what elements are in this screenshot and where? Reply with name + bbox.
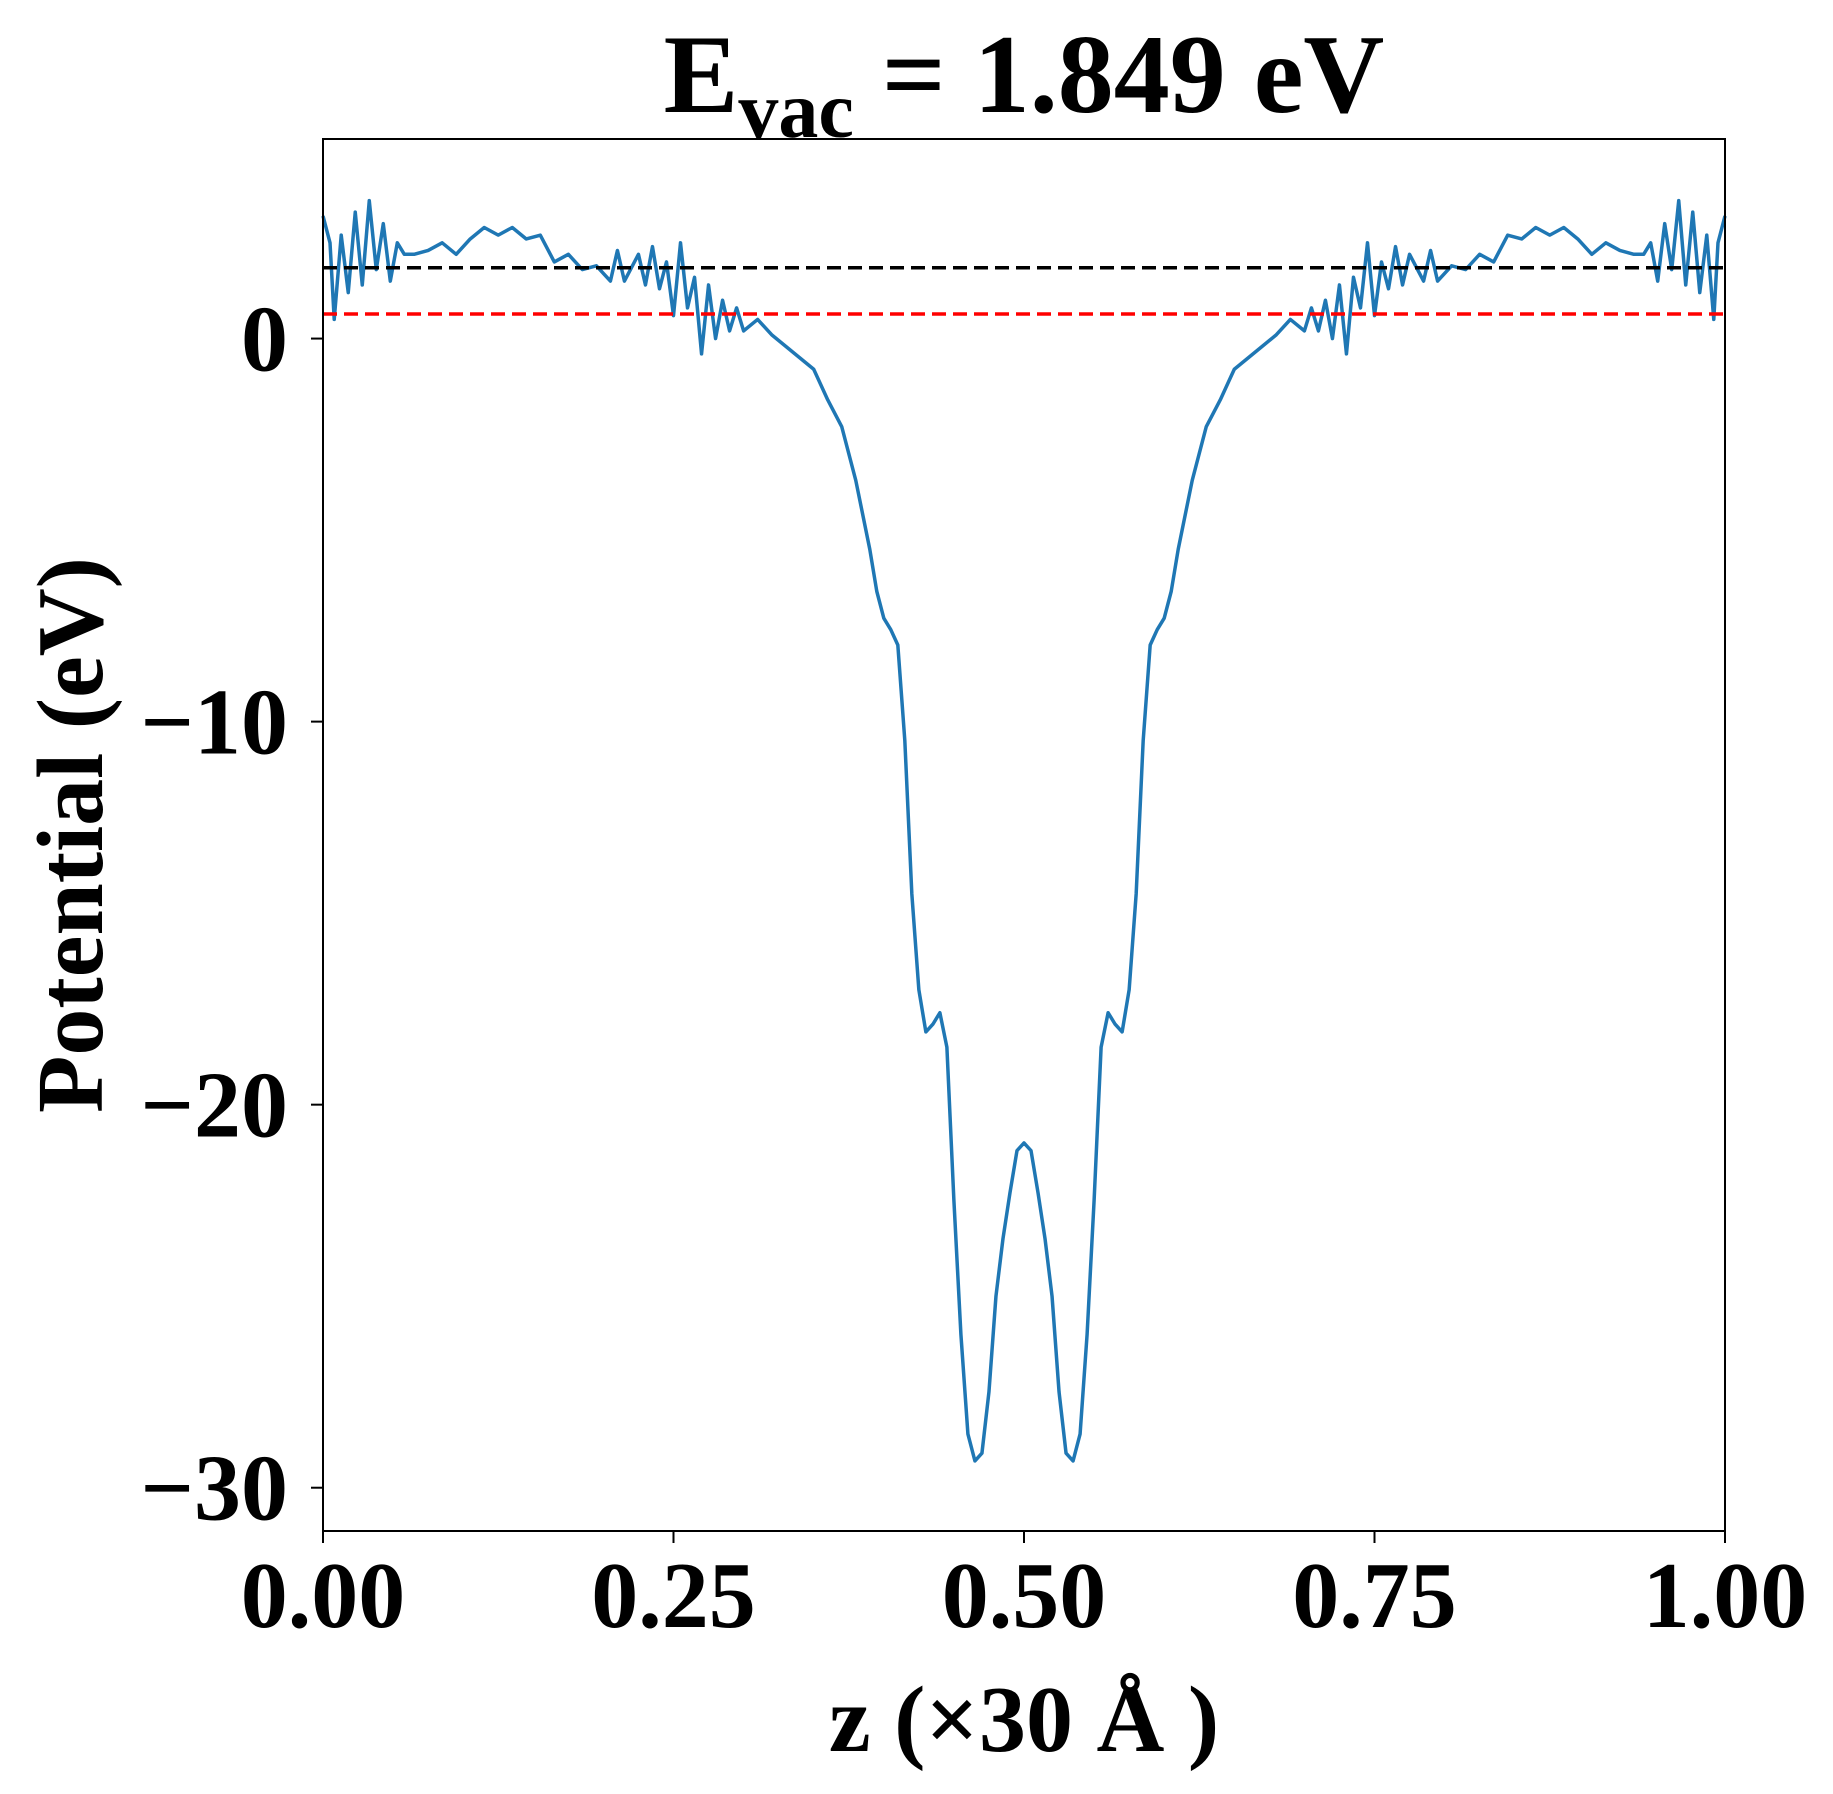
plot-frame [322, 138, 1726, 1532]
y-tick-label: −30 [140, 1437, 288, 1541]
x-tick-label: 0.50 [942, 1544, 1107, 1648]
data-line [321, 198, 1727, 1463]
title-subscript: vac [738, 67, 854, 155]
x-tick-label: 0.00 [241, 1544, 406, 1648]
title-rest: = 1.849 eV [854, 13, 1384, 137]
x-tick-label: 1.00 [1643, 1544, 1808, 1648]
x-tick-label: 0.75 [1292, 1544, 1457, 1648]
title-main: E [664, 13, 739, 137]
x-axis-label: z (×30 Å ) [829, 1668, 1219, 1772]
y-tick-label: −10 [140, 671, 288, 775]
y-tick-label: −20 [140, 1054, 288, 1158]
y-tick-label: 0 [241, 288, 288, 392]
y-axis-label: Potential (eV) [19, 557, 123, 1113]
x-tick-label: 0.25 [591, 1544, 756, 1648]
chart-title: Evac = 1.849 eV [664, 13, 1385, 155]
